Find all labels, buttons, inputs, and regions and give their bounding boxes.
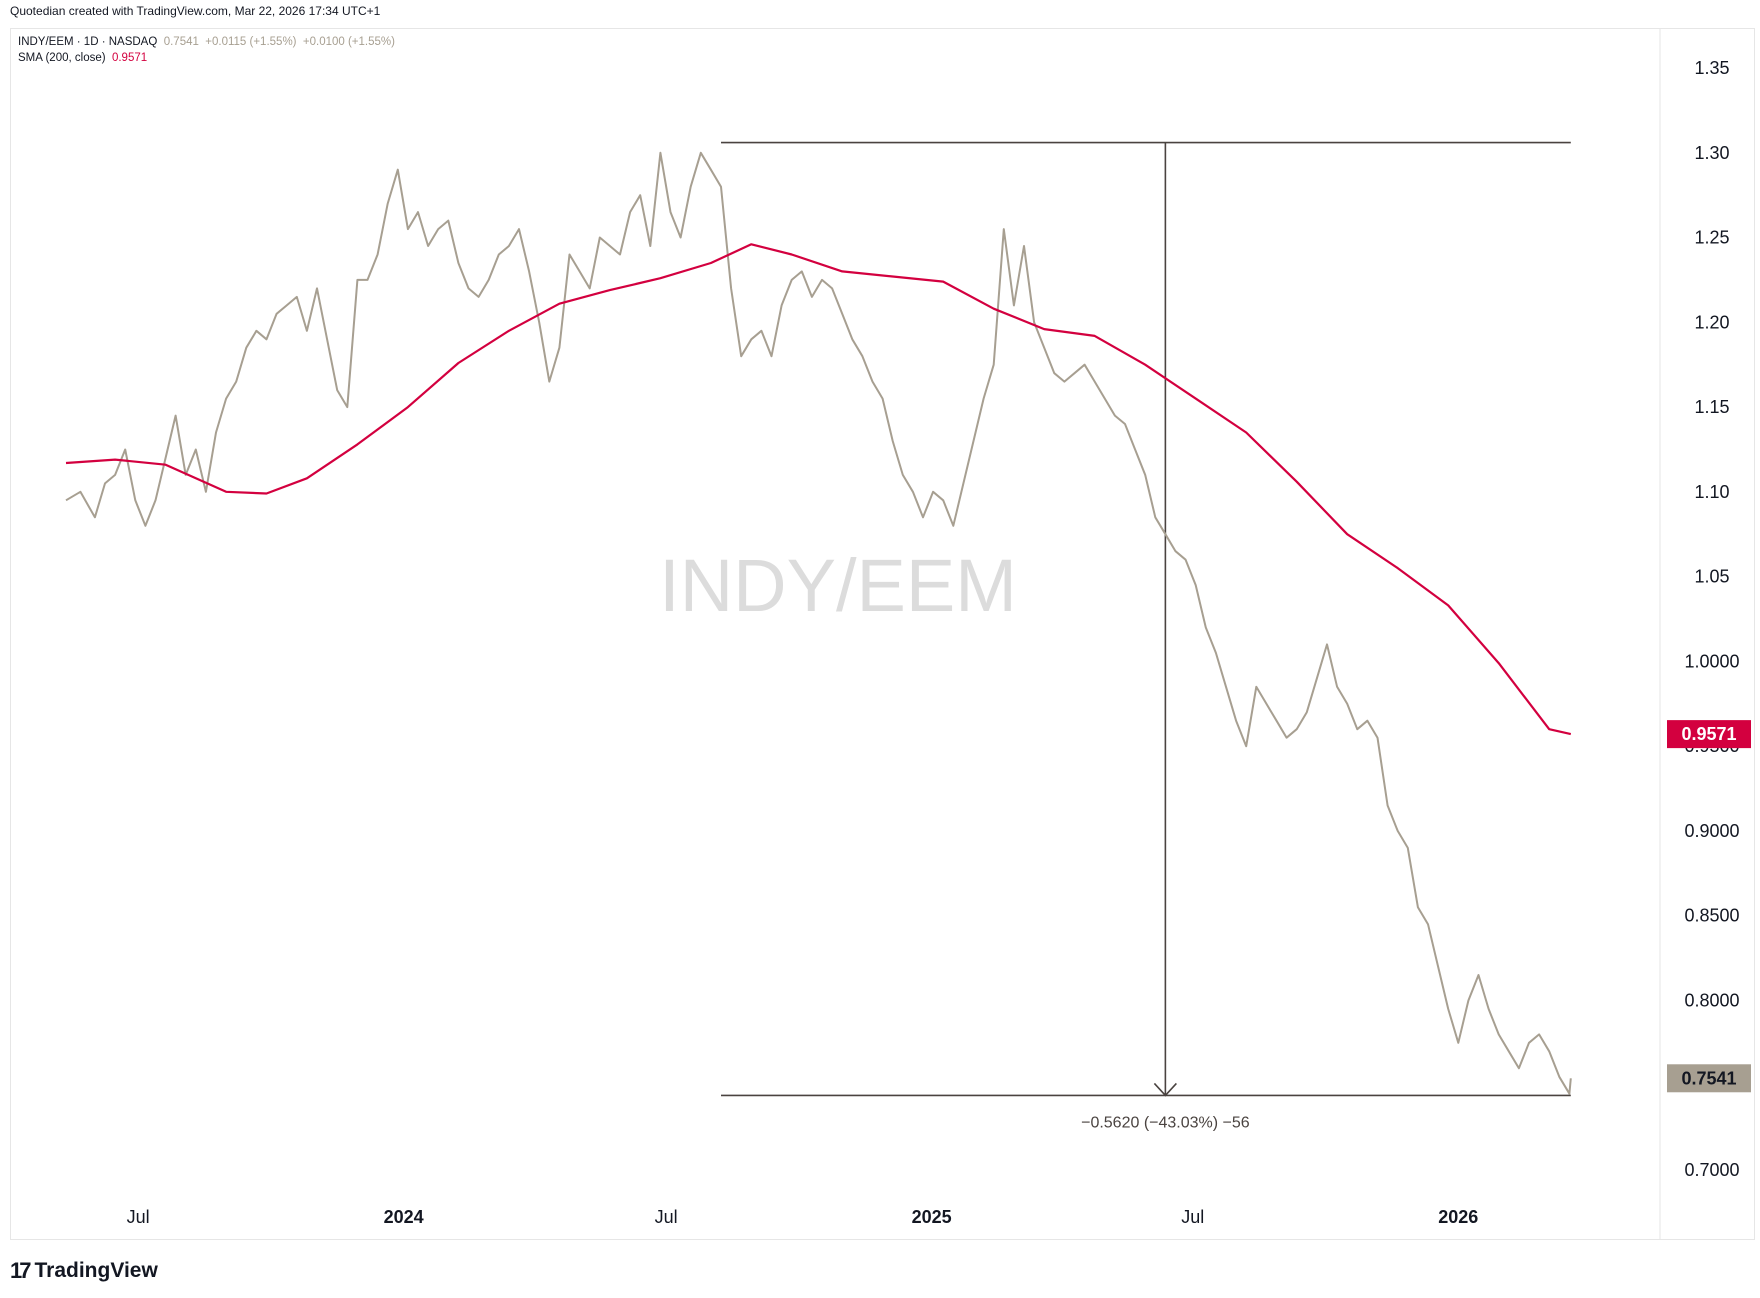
legend-sma-row[interactable]: SMA (200, close) 0.9571: [18, 50, 395, 66]
legend-change-2: +0.0100 (+1.55%): [302, 36, 395, 48]
y-tick-label: 1.15: [1694, 397, 1729, 417]
tradingview-logo-text: TradingView: [34, 1259, 158, 1282]
x-tick-label: 2025: [912, 1207, 952, 1227]
y-tick-label: 0.7000: [1684, 1160, 1739, 1180]
x-tick-label: 2026: [1438, 1207, 1478, 1227]
legend-sma-value: 0.9571: [111, 52, 148, 64]
y-tick-label: 1.10: [1694, 482, 1729, 502]
sma-series-line[interactable]: [65, 243, 1572, 736]
x-tick-label: Jul: [655, 1207, 678, 1227]
measure-label: −0.5620 (−43.03%) −56: [1081, 1114, 1250, 1131]
y-tick-label: 1.30: [1694, 143, 1729, 163]
watermark-text: INDY/EEM: [659, 544, 1017, 627]
x-tick-label: 2024: [384, 1207, 424, 1227]
price-series-line[interactable]: [65, 151, 1572, 1095]
legend-symbol-row[interactable]: INDY/EEM · 1D · NASDAQ 0.7541 +0.0115 (+…: [18, 34, 395, 50]
sma-price-tag-text: 0.9571: [1681, 724, 1736, 744]
legend-sma-label: SMA (200, close): [18, 52, 106, 64]
chart-legend: INDY/EEM · 1D · NASDAQ 0.7541 +0.0115 (+…: [18, 34, 395, 66]
tradingview-logo-icon: 17: [10, 1258, 32, 1283]
chart-credit: Quotedian created with TradingView.com, …: [10, 4, 381, 18]
legend-last-value: 0.7541: [163, 36, 199, 48]
y-tick-label: 1.20: [1694, 312, 1729, 332]
y-tick-label: 1.25: [1694, 228, 1729, 248]
legend-change-1: +0.0115 (+1.55%): [205, 36, 297, 48]
y-tick-label: 0.8000: [1684, 990, 1739, 1010]
legend-symbol: INDY/EEM · 1D · NASDAQ: [18, 36, 158, 48]
y-tick-label: 1.0000: [1684, 651, 1739, 671]
measure-arrowhead: [1153, 1082, 1177, 1097]
x-tick-label: Jul: [1181, 1207, 1204, 1227]
chart-frame: [10, 28, 1755, 1240]
sma-price-tag: [1667, 720, 1751, 749]
last-price-tag-text: 0.7541: [1681, 1068, 1736, 1088]
y-tick-label: 1.35: [1694, 58, 1729, 78]
last-price-tag: [1667, 1064, 1751, 1093]
x-tick-label: Jul: [127, 1207, 150, 1227]
tradingview-logo[interactable]: 17 TradingView: [10, 1258, 158, 1284]
y-tick-label: 0.9000: [1684, 821, 1739, 841]
y-tick-label: 1.05: [1694, 567, 1729, 587]
y-tick-label: 0.8500: [1684, 906, 1739, 926]
